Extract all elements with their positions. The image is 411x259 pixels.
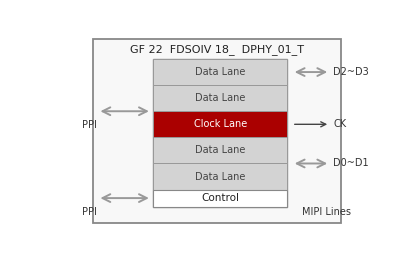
FancyBboxPatch shape [153, 85, 287, 111]
Text: Clock Lane: Clock Lane [194, 119, 247, 129]
Text: CK: CK [333, 119, 346, 129]
Text: D2~D3: D2~D3 [333, 67, 369, 77]
Text: GF 22  FDSOIV 18_  DPHY_01_T: GF 22 FDSOIV 18_ DPHY_01_T [130, 45, 304, 55]
FancyBboxPatch shape [93, 39, 341, 222]
FancyBboxPatch shape [153, 190, 287, 207]
FancyBboxPatch shape [153, 137, 287, 163]
Text: PPI: PPI [82, 120, 97, 130]
Text: Data Lane: Data Lane [195, 67, 245, 77]
Text: Data Lane: Data Lane [195, 145, 245, 155]
Text: Data Lane: Data Lane [195, 93, 245, 103]
FancyBboxPatch shape [153, 59, 287, 85]
Text: PPI: PPI [82, 207, 97, 217]
FancyBboxPatch shape [153, 111, 287, 137]
Text: D0~D1: D0~D1 [333, 159, 369, 169]
Text: Control: Control [201, 193, 239, 203]
Text: MIPI Lines: MIPI Lines [302, 207, 351, 217]
Text: Data Lane: Data Lane [195, 171, 245, 182]
FancyBboxPatch shape [153, 163, 287, 190]
FancyBboxPatch shape [153, 59, 287, 207]
